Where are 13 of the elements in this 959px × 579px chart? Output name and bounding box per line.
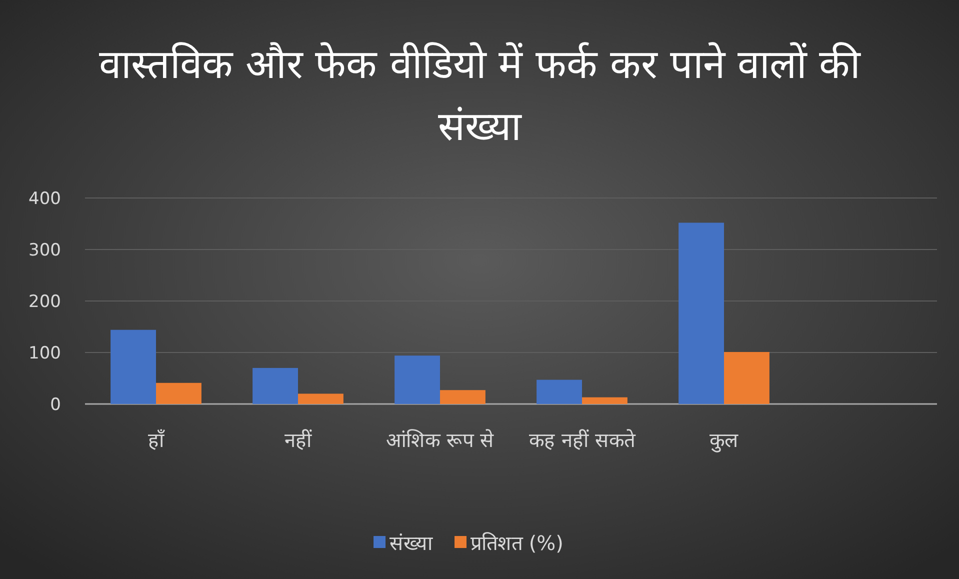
x-tick-label: आंशिक रूप से [386, 428, 494, 452]
x-tick-label: कुल [710, 428, 738, 453]
legend-label: संख्या [390, 531, 434, 555]
y-tick-label: 300 [28, 240, 61, 260]
x-tick-label: नहीं [284, 428, 312, 452]
x-tick-label: कह नहीं सकते [529, 428, 636, 452]
y-tick-label: 200 [28, 292, 61, 312]
title: वास्तविक और फेक वीडियो में फर्क कर पाने वालों की संख्या [98, 42, 860, 150]
legend-label: प्रतिशत (%) [470, 531, 564, 555]
x-tick-label: हाँ [148, 428, 165, 452]
y-tick-label: 100 [28, 344, 61, 364]
y-tick-label: 400 [28, 189, 61, 209]
y-tick-label: 0 [50, 395, 61, 415]
